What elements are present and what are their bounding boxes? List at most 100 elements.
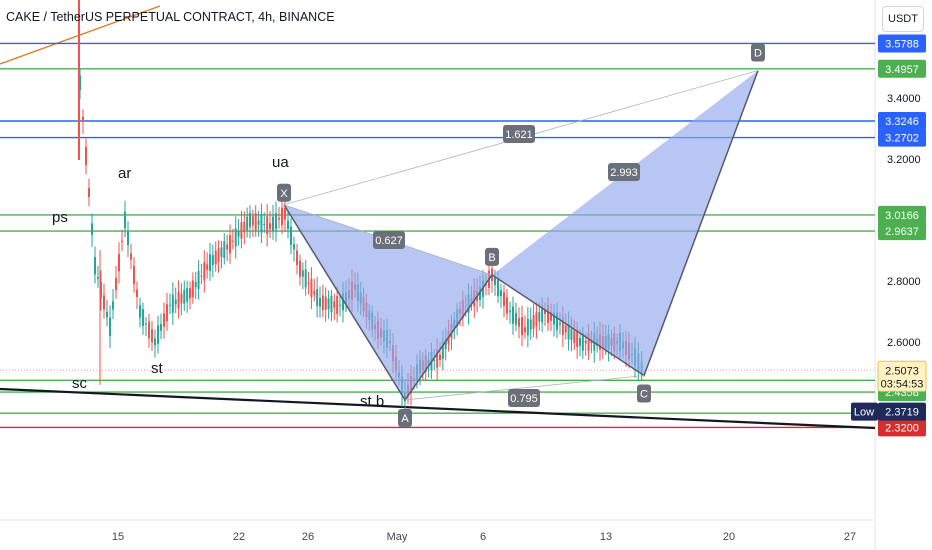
wyckoff-label: ua <box>272 154 289 171</box>
candle-body <box>541 305 544 323</box>
chart-title: CAKE / TetherUS PERPETUAL CONTRACT, 4h, … <box>6 10 335 24</box>
candle-body <box>240 222 243 239</box>
price-tick-label: 2.8000 <box>887 276 921 288</box>
candle-body <box>214 250 217 265</box>
candle-body <box>290 226 292 245</box>
candle-body <box>433 359 436 361</box>
candle-body <box>200 275 203 277</box>
level-badge-bg <box>878 128 926 147</box>
candle-body <box>251 216 254 226</box>
ratio-label: 0.627 <box>375 235 403 247</box>
wyckoff-label: st <box>151 360 164 377</box>
candle-body <box>234 228 237 247</box>
pattern-bcd <box>492 70 758 376</box>
candle-body <box>206 264 209 270</box>
level-badge-label: 3.4957 <box>885 64 919 76</box>
candle-body <box>145 323 147 325</box>
candle-body <box>177 291 180 309</box>
time-tick-label: 26 <box>302 531 314 543</box>
candle-body <box>160 323 162 331</box>
time-tick-label: 20 <box>723 531 735 543</box>
candle-body <box>226 244 229 250</box>
candle-body <box>275 213 277 230</box>
candle-body <box>174 299 177 305</box>
candle-body <box>82 116 84 122</box>
candle-body <box>139 305 141 318</box>
ratio-label-bg <box>608 163 640 181</box>
current-price-badge-bg <box>877 360 927 392</box>
pattern-point-label: C <box>640 389 648 401</box>
candle-body <box>166 304 168 322</box>
candle-body <box>342 293 344 311</box>
candle-body <box>186 288 189 302</box>
countdown-label: 03:54:53 <box>881 378 924 390</box>
pattern-point-label: A <box>401 413 409 425</box>
candle-body <box>118 254 120 272</box>
candle-body <box>130 253 132 260</box>
ratio-label: 0.795 <box>510 393 538 405</box>
low-value-bg <box>878 402 926 421</box>
level-badge-bg <box>878 111 926 130</box>
candle-body <box>299 260 301 277</box>
candle-body <box>269 223 271 230</box>
candle-body <box>121 240 123 242</box>
candle-body <box>570 328 573 340</box>
candle-body <box>97 277 99 279</box>
pattern-point-label: X <box>280 188 288 200</box>
level-badge-label: 2.9637 <box>885 226 919 238</box>
ratio-label-bg <box>373 231 405 249</box>
candle-body <box>509 310 511 313</box>
candle-body <box>109 317 111 336</box>
candle-body <box>257 220 260 225</box>
pattern-point-label-bg <box>485 247 499 266</box>
candle-body <box>503 292 505 307</box>
currency-button[interactable]: USDT <box>882 6 924 32</box>
candle-body <box>559 322 561 325</box>
candle-body <box>573 330 576 344</box>
candle-body <box>169 305 171 307</box>
wyckoff-label: ar <box>118 165 131 182</box>
candle-body <box>567 323 570 340</box>
candle-body <box>154 338 156 346</box>
ratio-label: 2.993 <box>610 167 638 179</box>
candle-body <box>272 216 274 231</box>
candle-body <box>301 270 304 277</box>
low-marker-bg <box>851 402 878 421</box>
pattern-point-label: D <box>754 48 762 60</box>
candle-body <box>281 207 283 226</box>
candle-body <box>183 289 186 304</box>
candle-body <box>171 294 174 313</box>
candle-body <box>444 339 447 350</box>
candle-body <box>133 265 135 285</box>
candle-body <box>136 289 138 297</box>
low-value-label: 2.3719 <box>885 407 919 419</box>
candle-body <box>112 301 114 310</box>
candle-body <box>211 255 214 266</box>
candle-body <box>124 211 126 229</box>
price-tick-label: 3.4000 <box>887 93 921 105</box>
level-badge-bg <box>878 222 926 241</box>
candle-body <box>506 297 508 314</box>
candle-body <box>296 250 298 265</box>
candle-body <box>243 221 246 233</box>
candle-body <box>587 332 590 352</box>
candle-body <box>336 295 339 314</box>
pattern-point-label-bg <box>277 183 291 202</box>
candle-body <box>189 288 191 299</box>
candle-body <box>316 288 319 307</box>
candle-body <box>333 301 336 308</box>
candle-body <box>313 290 316 295</box>
pattern-ac-ratio-line <box>404 375 645 401</box>
support-trendline <box>0 387 876 430</box>
candle-body <box>579 337 581 347</box>
candle-body <box>324 296 327 310</box>
candle-body <box>439 354 441 360</box>
price-axis-bg <box>875 0 932 550</box>
candle-body <box>203 262 206 281</box>
candle-body <box>544 309 546 314</box>
time-tick-label: May <box>387 531 408 543</box>
candle-body <box>237 231 240 237</box>
candle-body <box>576 331 579 347</box>
